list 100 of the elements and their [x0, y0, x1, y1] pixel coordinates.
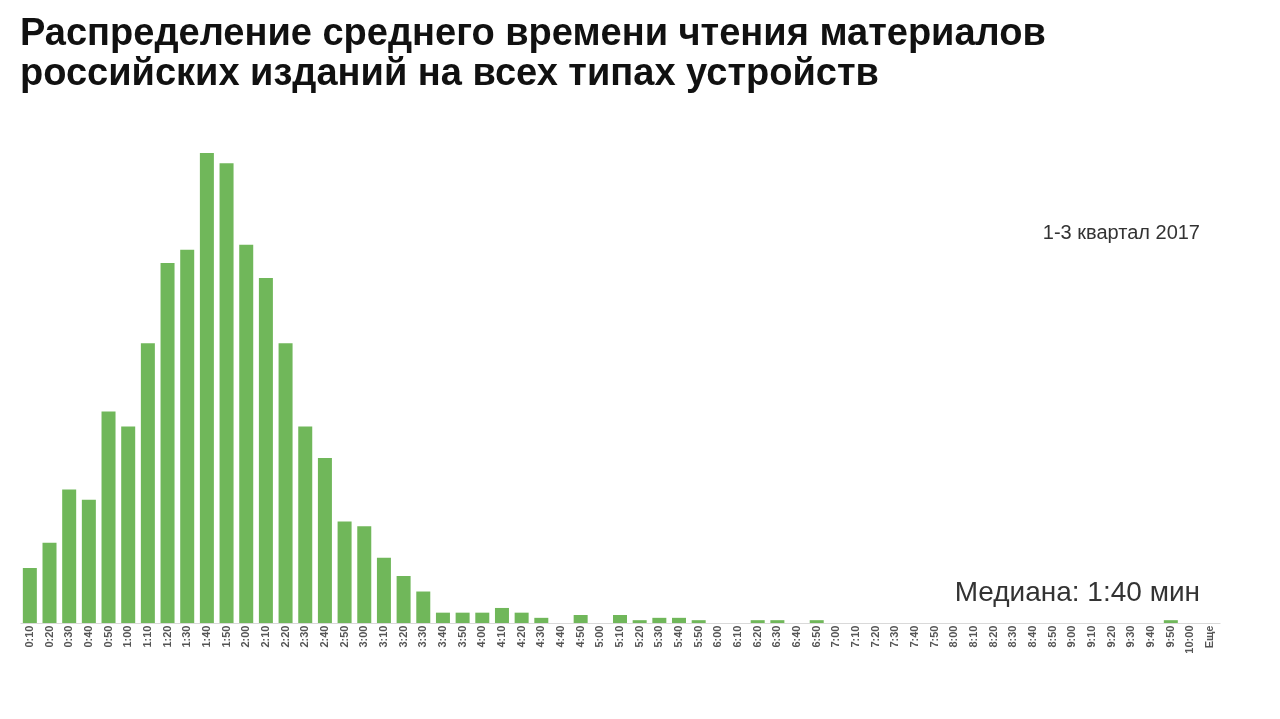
x-tick-label: 6:50 [809, 625, 822, 648]
x-tick-label: 2:20 [278, 625, 291, 648]
x-tick-label: 0:40 [81, 625, 94, 648]
bar [101, 411, 116, 623]
chart-title: Распределение среднего времени чтения материалов российских изданий на всех типах устройств [20, 11, 1046, 93]
bar [81, 499, 96, 623]
x-tick-label: 3:30 [416, 625, 429, 648]
bar [809, 620, 824, 623]
x-tick-label: 9:10 [1085, 625, 1098, 648]
x-tick-label: 6:00 [711, 625, 724, 648]
annotation: 1-3 квартал 2017 [1042, 221, 1200, 243]
bar [750, 620, 765, 623]
x-tick-label: 9:30 [1124, 625, 1137, 648]
x-tick-label: 5:20 [632, 625, 645, 648]
bar [416, 591, 431, 623]
x-tick-label: 7:40 [908, 625, 921, 648]
bar [396, 576, 411, 623]
bar [121, 426, 136, 623]
x-tick-label: 4:30 [534, 625, 547, 648]
x-tick-label: 5:30 [652, 625, 665, 648]
x-tick-label: 7:10 [849, 625, 862, 648]
x-tick-label: 3:50 [455, 625, 468, 648]
x-tick-label: 9:00 [1065, 625, 1078, 648]
x-tick-label: 2:10 [258, 625, 271, 648]
bar [652, 617, 667, 623]
bar [770, 620, 785, 623]
bar [494, 607, 509, 623]
x-tick-label: 8:10 [967, 625, 980, 648]
x-tick-label: 8:00 [947, 625, 960, 648]
x-tick-label: 0:30 [62, 625, 75, 648]
bar [22, 568, 37, 623]
x-tick-label: 7:50 [927, 625, 940, 648]
x-tick-label: 9:20 [1104, 625, 1117, 648]
x-tick-label: 4:20 [514, 625, 527, 648]
x-tick-label: 8:20 [986, 625, 999, 648]
x-tick-label: 2:00 [239, 625, 252, 648]
x-tick-label: 2:40 [317, 625, 330, 648]
x-tick-label: 6:20 [750, 625, 763, 648]
bar [239, 244, 254, 623]
x-tick-label: 0:20 [42, 625, 55, 648]
x-tick-label: 3:00 [357, 625, 370, 648]
x-tick-label: 5:00 [593, 625, 606, 648]
x-tick-label: 1:00 [121, 625, 134, 648]
x-tick-label: 0:50 [101, 625, 114, 648]
bar [672, 617, 687, 623]
bar [613, 615, 627, 623]
bar [435, 612, 450, 623]
x-tick-label: 4:50 [573, 625, 586, 648]
x-tick-label: 8:40 [1026, 625, 1039, 648]
bar [219, 163, 234, 623]
x-tick-label: 5:50 [691, 625, 704, 648]
bar [180, 249, 195, 623]
x-tick-label: 7:30 [888, 625, 901, 648]
x-tick-label: 2:30 [298, 625, 311, 648]
x-tick-label: 3:40 [435, 625, 448, 648]
x-tick-label: 4:40 [553, 625, 566, 648]
bar [455, 612, 470, 623]
x-tick-label: 9:40 [1144, 625, 1157, 648]
bar [278, 343, 293, 623]
bar [357, 526, 372, 623]
bar [573, 615, 588, 623]
bar [317, 458, 332, 623]
x-tick-label: 6:30 [770, 625, 783, 648]
x-tick-label: 3:10 [376, 625, 389, 648]
bar [62, 489, 77, 623]
bar [258, 278, 273, 623]
bar [376, 557, 391, 623]
x-tick-label: Еще [1203, 625, 1216, 649]
x-tick-label: 7:20 [868, 625, 881, 648]
x-tick-label: 1:10 [140, 625, 153, 648]
bar [199, 153, 214, 623]
x-tick-label: 6:10 [731, 625, 744, 648]
bar [691, 620, 706, 623]
bar [140, 343, 155, 623]
annotation: Медиана: 1:40 мин [954, 576, 1200, 607]
x-tick-label: 5:10 [613, 625, 625, 648]
bar [1163, 620, 1178, 623]
x-tick-label: 0:10 [22, 625, 35, 648]
bar [514, 612, 529, 623]
x-tick-label: 4:10 [494, 625, 507, 648]
x-tick-label: 1:30 [180, 625, 193, 648]
bar [534, 617, 549, 623]
x-tick-label: 4:00 [475, 625, 488, 648]
x-tick-label: 6:40 [790, 625, 803, 648]
x-tick-label: 9:50 [1163, 625, 1176, 648]
x-tick-label: 10:00 [1183, 625, 1196, 654]
bar [160, 262, 175, 623]
bar [42, 542, 57, 623]
x-tick-label: 1:50 [219, 625, 232, 648]
bar [337, 521, 352, 623]
x-tick-label: 8:30 [1006, 625, 1019, 648]
x-tick-label: 5:40 [672, 625, 685, 648]
x-tick-label: 3:20 [396, 625, 409, 648]
bar [475, 612, 490, 623]
x-tick-label: 2:50 [337, 625, 350, 648]
x-tick-label: 1:40 [199, 625, 212, 648]
bar [632, 620, 647, 623]
bar [298, 426, 313, 623]
x-tick-label: 7:00 [829, 625, 842, 648]
x-tick-label: 1:20 [160, 625, 173, 648]
